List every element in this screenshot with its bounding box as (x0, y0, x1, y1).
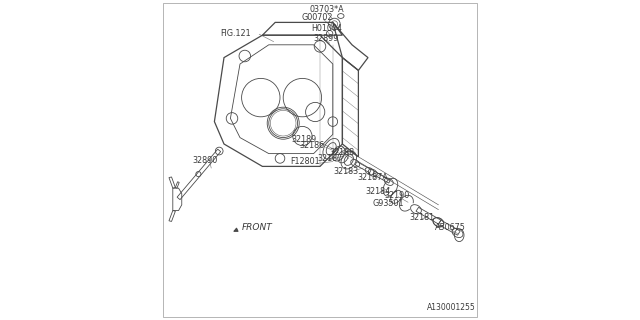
Text: G00702: G00702 (301, 13, 333, 22)
Text: 32187: 32187 (317, 154, 342, 163)
Text: 32183: 32183 (333, 167, 359, 176)
Text: 32890: 32890 (192, 156, 218, 164)
Text: 03703*A: 03703*A (309, 5, 344, 14)
Text: 32186: 32186 (300, 141, 325, 150)
Text: 32184: 32184 (365, 187, 391, 196)
Text: G93501: G93501 (372, 199, 404, 208)
Text: 32899: 32899 (314, 34, 339, 43)
Text: A130001255: A130001255 (426, 303, 475, 312)
Text: H01004: H01004 (311, 24, 342, 33)
Text: FRONT: FRONT (242, 223, 273, 232)
Text: 32181: 32181 (409, 213, 435, 222)
Text: 32189: 32189 (292, 135, 317, 144)
Text: 32187A: 32187A (357, 173, 388, 182)
Text: F12801: F12801 (291, 157, 320, 166)
Text: 32190: 32190 (385, 191, 410, 200)
Text: FIG.121: FIG.121 (221, 29, 251, 38)
Text: 32188: 32188 (330, 148, 355, 156)
Text: A50675: A50675 (435, 223, 465, 232)
